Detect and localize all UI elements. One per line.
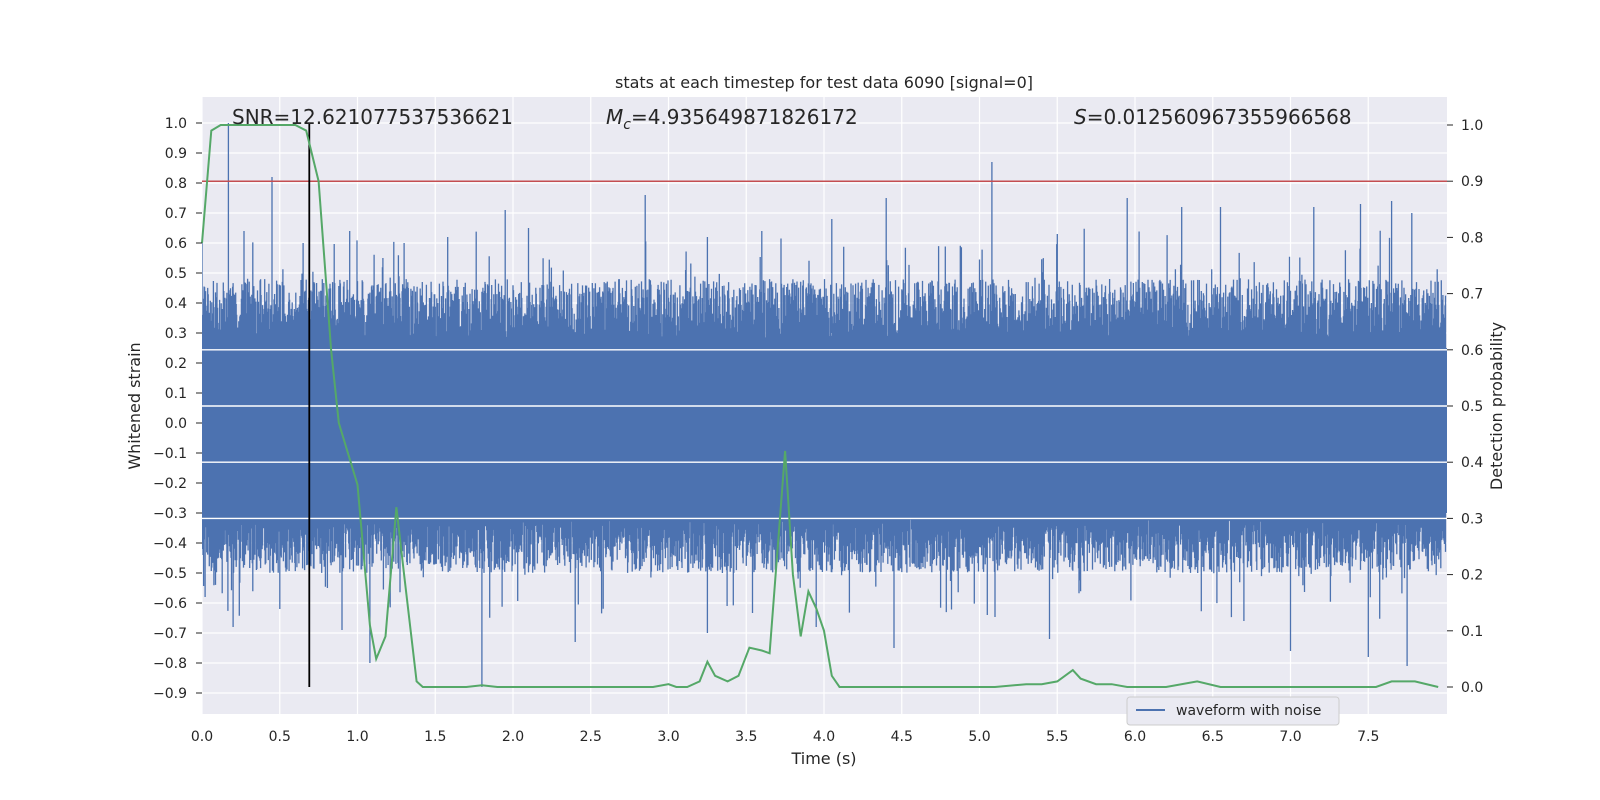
- right-y-tick-label: 0.0: [1461, 680, 1483, 696]
- x-tick-label: 3.0: [657, 729, 679, 745]
- right-y-axis-label: Detection probability: [1487, 322, 1506, 490]
- s-symbol: S: [1074, 105, 1087, 129]
- left-y-tick-label: −0.9: [153, 686, 187, 702]
- left-y-tick-label: −0.2: [153, 476, 187, 492]
- x-tick-label: 2.0: [502, 729, 524, 745]
- left-y-tick-label: 0.4: [165, 296, 187, 312]
- x-tick-label: 6.5: [1202, 729, 1224, 745]
- left-y-tick-label: −0.5: [153, 566, 187, 582]
- legend-label: waveform with noise: [1176, 703, 1321, 719]
- x-tick-label: 6.0: [1124, 729, 1146, 745]
- right-y-tick-label: 0.2: [1461, 568, 1483, 584]
- right-y-tick-label: 0.3: [1461, 511, 1483, 527]
- left-y-tick-label: −0.7: [153, 626, 187, 642]
- left-y-tick-label: 0.7: [165, 206, 187, 222]
- x-tick-label: 7.0: [1279, 729, 1301, 745]
- probability-series: [201, 124, 1439, 688]
- x-tick-label: 4.5: [891, 729, 913, 745]
- x-tick-label: 3.5: [735, 729, 757, 745]
- right-y-tick-label: 0.7: [1461, 287, 1483, 303]
- x-axis-label: Time (s): [790, 749, 856, 768]
- x-tick-label: 1.0: [346, 729, 368, 745]
- x-tick-label: 5.0: [968, 729, 990, 745]
- left-y-tick-label: 0.8: [165, 176, 187, 192]
- left-y-tick-labels: 1.0 0.9 0.8 0.7 0.6 0.5 0.4 0.3 0.2 0.1 0.0 −0.1 −0.…: [153, 116, 202, 702]
- right-y-tick-labels: 1.0 0.9 0.8 0.7 0.6 0.5 0.4 0.3 0.2 0.1 0.0: [1447, 118, 1483, 696]
- snr-annotation: SNR=12.621077537536621: [232, 105, 513, 129]
- legend: waveform with noise: [1126, 696, 1340, 726]
- legend-box: [1126, 696, 1340, 726]
- x-tick-label: 0.0: [191, 729, 213, 745]
- right-y-tick-label: 0.1: [1461, 624, 1483, 640]
- right-y-tick-label: 0.9: [1461, 174, 1483, 190]
- left-y-axis-label: Whitened strain: [125, 342, 144, 469]
- x-tick-label: 4.0: [813, 729, 835, 745]
- waveform-series: [202, 123, 1447, 687]
- right-y-tick-label: 0.5: [1461, 399, 1483, 415]
- x-tick-label: 7.5: [1357, 729, 1379, 745]
- left-y-tick-label: 1.0: [165, 116, 187, 132]
- waveform-core-band: [202, 348, 1447, 513]
- left-y-tick-label: 0.5: [165, 266, 187, 282]
- left-y-tick-label: −0.6: [153, 596, 187, 612]
- left-y-tick-label: 0.2: [165, 356, 187, 372]
- chirp-mass-annotation: Mc=4.935649871826172: [606, 105, 858, 133]
- chart-title: stats at each timestep for test data 609…: [615, 73, 1033, 92]
- left-y-tick-label: 0.0: [165, 416, 187, 432]
- right-y-tick-label: 0.8: [1461, 230, 1483, 246]
- s-value: =0.012560967355966568: [1087, 105, 1352, 129]
- x-tick-label: 2.5: [580, 729, 602, 745]
- left-y-tick-label: −0.8: [153, 656, 187, 672]
- chirp-mass-value: =4.935649871826172: [631, 105, 858, 129]
- x-tick-label: 1.5: [424, 729, 446, 745]
- x-tick-label: 0.5: [269, 729, 291, 745]
- chirp-mass-symbol: M: [606, 105, 623, 129]
- left-y-tick-label: 0.9: [165, 146, 187, 162]
- chirp-mass-subscript: c: [623, 117, 631, 133]
- left-y-tick-label: −0.4: [153, 536, 187, 552]
- left-y-tick-label: 0.6: [165, 236, 187, 252]
- overlay-grid-lines: [202, 349, 1447, 520]
- right-y-tick-label: 0.6: [1461, 343, 1483, 359]
- left-y-tick-label: −0.1: [153, 446, 187, 462]
- x-tick-labels: 0.0 0.5 1.0 1.5 2.0 2.5 3.0 3.5 4.0 4.5 5.0 5.5 6.0 6…: [191, 729, 1380, 745]
- right-y-tick-label: 1.0: [1461, 118, 1483, 134]
- right-y-tick-label: 0.4: [1461, 455, 1483, 471]
- s-annotation: S=0.012560967355966568: [1074, 105, 1352, 129]
- x-tick-label: 5.5: [1046, 729, 1068, 745]
- left-y-tick-label: 0.3: [165, 326, 187, 342]
- left-y-tick-label: 0.1: [165, 386, 187, 402]
- left-y-tick-label: −0.3: [153, 506, 187, 522]
